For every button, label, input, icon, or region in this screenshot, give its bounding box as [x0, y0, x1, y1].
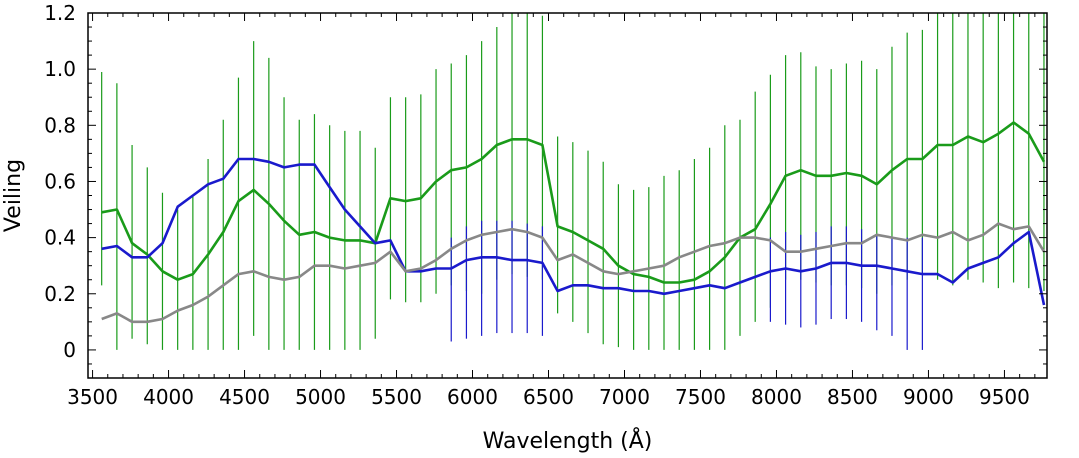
y-tick-label: 0.4: [44, 226, 76, 250]
x-axis-title: Wavelength (Å): [483, 427, 653, 454]
x-tick-label: 9000: [903, 385, 954, 409]
y-tick-label: 0.6: [44, 169, 76, 193]
y-tick-label: 0.8: [44, 113, 76, 137]
x-tick-label: 7500: [675, 385, 726, 409]
x-tick-label: 7000: [599, 385, 650, 409]
series-lines: [101, 121, 1046, 324]
y-tick-label: 1.2: [44, 1, 76, 25]
x-tick-label: 4000: [143, 385, 194, 409]
series-line-1: [101, 157, 1046, 306]
y-tick-label: 1.0: [44, 57, 76, 81]
y-tick-label: 0.2: [44, 282, 76, 306]
x-tick-label: 9500: [979, 385, 1030, 409]
x-tick-label: 3500: [67, 385, 118, 409]
x-tick-label: 4500: [219, 385, 270, 409]
x-tick-label: 8000: [751, 385, 802, 409]
series-line-0: [101, 121, 1046, 284]
x-tick-label: 6000: [447, 385, 498, 409]
x-tick-label: 5000: [295, 385, 346, 409]
series-line-2: [101, 222, 1046, 324]
x-tick-label: 5500: [371, 385, 422, 409]
y-axis-title: Veiling: [1, 159, 26, 232]
axis-ticks: 3500 4000 4500 5000 5500 6000 6500 7000 7500 8000…: [44, 1, 1047, 409]
plot-frame: [87, 12, 1048, 379]
x-tick-label: 6500: [523, 385, 574, 409]
x-tick-label: 8500: [827, 385, 878, 409]
error-bars: [101, 13, 1045, 350]
y-tick-label: 0: [63, 338, 76, 362]
